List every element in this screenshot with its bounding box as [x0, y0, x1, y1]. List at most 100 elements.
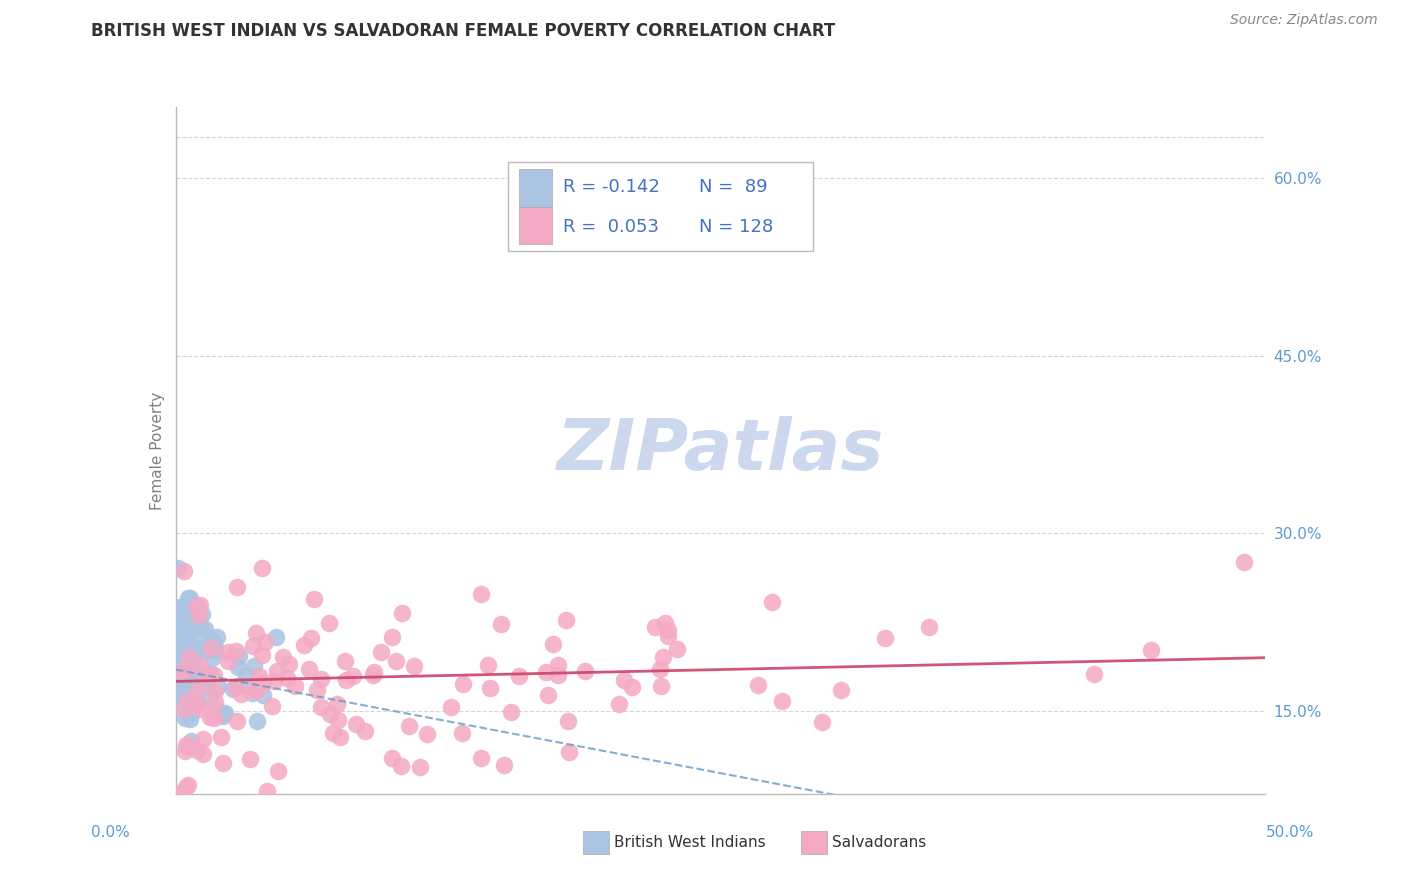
- Point: [186, 697, 208, 711]
- Point: [650, 662, 672, 676]
- Point: [246, 714, 269, 729]
- Point: [385, 654, 408, 668]
- Point: [574, 664, 596, 678]
- Point: [174, 744, 197, 758]
- Point: [186, 695, 208, 709]
- Point: [478, 681, 501, 696]
- Point: [174, 637, 197, 651]
- Point: [167, 561, 190, 575]
- Point: [228, 648, 250, 663]
- Point: [226, 580, 249, 594]
- Point: [202, 636, 225, 650]
- Point: [402, 658, 425, 673]
- Point: [179, 635, 201, 649]
- Point: [381, 630, 404, 644]
- Point: [302, 591, 325, 606]
- Point: [200, 633, 222, 648]
- Point: [254, 635, 277, 649]
- Point: [176, 693, 198, 707]
- Point: [187, 681, 209, 696]
- Point: [180, 648, 202, 662]
- Point: [651, 649, 673, 664]
- Point: [194, 622, 217, 636]
- Point: [174, 710, 197, 724]
- Point: [169, 667, 191, 681]
- Point: [409, 760, 432, 774]
- Bar: [583, 831, 609, 854]
- Point: [761, 595, 783, 609]
- Point: [177, 674, 200, 689]
- Point: [235, 667, 257, 681]
- Point: [179, 591, 201, 606]
- Point: [492, 757, 515, 772]
- Point: [558, 745, 581, 759]
- Point: [180, 667, 202, 681]
- Point: [174, 605, 197, 619]
- Text: N = 128: N = 128: [699, 219, 773, 236]
- Point: [181, 667, 204, 681]
- Point: [188, 702, 211, 716]
- Point: [173, 565, 195, 579]
- Point: [188, 619, 211, 633]
- Text: 50.0%: 50.0%: [1267, 825, 1315, 840]
- Point: [179, 739, 201, 754]
- Point: [200, 640, 222, 655]
- Point: [267, 764, 290, 778]
- Point: [191, 607, 214, 621]
- Point: [186, 743, 208, 757]
- Point: [470, 751, 492, 765]
- Point: [170, 651, 193, 665]
- Point: [252, 688, 274, 702]
- Point: [174, 599, 197, 614]
- Point: [262, 699, 284, 714]
- Point: [416, 726, 439, 740]
- Point: [650, 680, 672, 694]
- Text: R =  0.053: R = 0.053: [562, 219, 658, 236]
- Point: [333, 654, 356, 668]
- Point: [193, 630, 215, 644]
- Text: Salvadorans: Salvadorans: [832, 836, 927, 850]
- Point: [202, 667, 225, 681]
- Point: [179, 712, 201, 726]
- Point: [554, 613, 576, 627]
- Point: [167, 787, 190, 801]
- Point: [228, 679, 250, 693]
- Point: [918, 620, 941, 634]
- Point: [508, 669, 530, 683]
- Point: [222, 682, 245, 697]
- Point: [644, 620, 666, 634]
- Point: [657, 629, 679, 643]
- Point: [256, 784, 278, 798]
- Point: [184, 664, 207, 678]
- Point: [477, 658, 499, 673]
- Point: [547, 668, 569, 682]
- Point: [557, 714, 579, 729]
- Point: [501, 705, 523, 719]
- Point: [292, 638, 315, 652]
- Point: [654, 616, 676, 631]
- Point: [240, 686, 263, 700]
- Point: [173, 685, 195, 699]
- Point: [188, 619, 211, 633]
- Point: [184, 613, 207, 627]
- Point: [209, 730, 232, 744]
- Point: [298, 662, 321, 676]
- Point: [167, 673, 190, 688]
- Point: [174, 738, 197, 752]
- Point: [354, 724, 377, 739]
- Point: [170, 689, 193, 703]
- Point: [547, 657, 569, 672]
- Point: [247, 669, 270, 683]
- Point: [180, 673, 202, 688]
- Point: [214, 706, 236, 720]
- Point: [263, 673, 285, 688]
- Bar: [801, 831, 827, 854]
- Point: [176, 663, 198, 677]
- Point: [225, 643, 247, 657]
- Point: [398, 719, 420, 733]
- Point: [266, 665, 288, 679]
- Point: [181, 706, 204, 720]
- Point: [187, 640, 209, 655]
- Point: [167, 698, 190, 712]
- Point: [193, 732, 215, 747]
